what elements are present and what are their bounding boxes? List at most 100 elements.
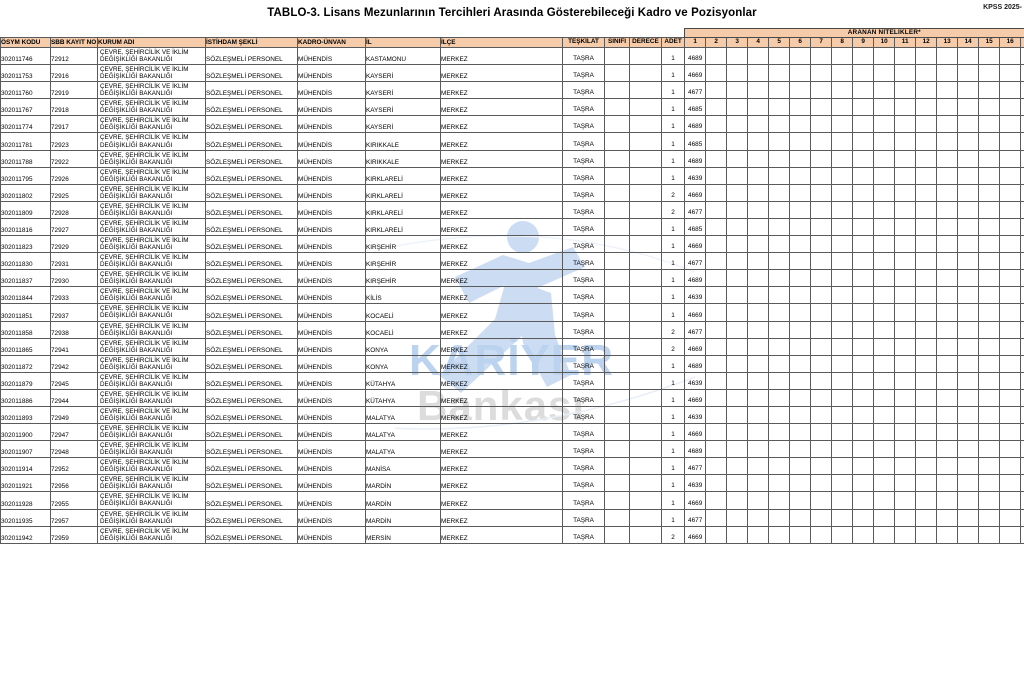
col-header-nitelik-2[interactable]: 2	[705, 37, 728, 48]
table-row[interactable]: 302011802 72925 ÇEVRE, ŞEHİRCİLİK VE İKLİM…	[0, 183, 1024, 202]
table-row[interactable]: 302011837 72930 ÇEVRE, ŞEHİRCİLİK VE İKLİM…	[0, 269, 1024, 288]
col-header-nitelik-9[interactable]: 9	[852, 37, 875, 48]
cell-kadro_unvan: MÜHENDİS	[297, 508, 366, 527]
cell-kurum_adi: ÇEVRE, ŞEHİRCİLİK VE İKLİM DEĞİŞİKLİĞİ B…	[97, 320, 206, 339]
cell-nitelik-14	[957, 508, 980, 527]
table-row[interactable]: 302011886 72944 ÇEVRE, ŞEHİRCİLİK VE İKLİM…	[0, 388, 1024, 407]
cell-nitelik-1: 4669	[684, 337, 707, 356]
col-header-nitelik-3[interactable]: 3	[726, 37, 749, 48]
col-header-nitelik-15[interactable]: 15	[978, 37, 1001, 48]
cell-nitelik-17	[1020, 525, 1024, 544]
cell-nitelik-5	[768, 149, 791, 168]
cell-nitelik-13	[936, 200, 959, 219]
cell-teskilat: TAŞRA	[562, 81, 605, 100]
cell-osym_kodu: 302011886	[0, 388, 51, 407]
col-header-derece[interactable]: DERECE	[629, 37, 662, 48]
cell-nitelik-4	[747, 337, 770, 356]
cell-nitelik-5	[768, 217, 791, 237]
cell-nitelik-14	[957, 440, 980, 459]
cell-sbb_kayit_no: 72928	[50, 200, 98, 219]
table-row[interactable]: 302011816 72927 ÇEVRE, ŞEHİRCİLİK VE İKLİM…	[0, 217, 1024, 237]
col-header-istihdam[interactable]: İSTİHDAM ŞEKLİ	[205, 37, 298, 48]
table-row[interactable]: 302011900 72947 ÇEVRE, ŞEHİRCİLİK VE İKLİM…	[0, 423, 1024, 442]
col-header-il[interactable]: İL	[365, 37, 441, 48]
cell-nitelik-17	[1020, 132, 1024, 151]
table-row[interactable]: 302011823 72929 ÇEVRE, ŞEHİRCİLİK VE İKLİM…	[0, 235, 1024, 254]
cell-nitelik-3	[726, 200, 749, 219]
cell-sinifi	[604, 149, 630, 168]
table-row[interactable]: 302011746 72912 ÇEVRE, ŞEHİRCİLİK VE İKLİM…	[0, 46, 1024, 66]
table-row[interactable]: 302011774 72917 ÇEVRE, ŞEHİRCİLİK VE İKLİM…	[0, 115, 1024, 134]
table-row[interactable]: 302011788 72922 ÇEVRE, ŞEHİRCİLİK VE İKLİM…	[0, 149, 1024, 168]
cell-nitelik-12	[915, 149, 938, 168]
table-row[interactable]: 302011851 72937 ÇEVRE, ŞEHİRCİLİK VE İKLİM…	[0, 303, 1024, 322]
col-header-adet[interactable]: ADET	[660, 37, 686, 48]
table-row[interactable]: 302011760 72919 ÇEVRE, ŞEHİRCİLİK VE İKLİM…	[0, 81, 1024, 100]
table-row[interactable]: 302011830 72931 ÇEVRE, ŞEHİRCİLİK VE İKLİM…	[0, 252, 1024, 271]
table-row[interactable]: 302011865 72941 ÇEVRE, ŞEHİRCİLİK VE İKLİM…	[0, 337, 1024, 356]
col-header-nitelik-7[interactable]: 7	[810, 37, 833, 48]
col-header-nitelik-1[interactable]: 1	[684, 37, 707, 48]
cell-istihdam: SÖZLEŞMELİ PERSONEL	[205, 320, 298, 339]
col-header-nitelik-11[interactable]: 11	[894, 37, 917, 48]
cell-nitelik-9	[852, 405, 875, 425]
col-header-nitelik-4[interactable]: 4	[747, 37, 770, 48]
cell-nitelik-17	[1020, 354, 1024, 373]
table-row[interactable]: 302011907 72948 ÇEVRE, ŞEHİRCİLİK VE İKLİM…	[0, 440, 1024, 459]
col-header-nitelik-5[interactable]: 5	[768, 37, 791, 48]
cell-nitelik-10	[873, 200, 896, 219]
table-row[interactable]: 302011893 72949 ÇEVRE, ŞEHİRCİLİK VE İKLİM…	[0, 405, 1024, 425]
cell-nitelik-4	[747, 354, 770, 373]
cell-nitelik-12	[915, 64, 938, 83]
cell-nitelik-13	[936, 64, 959, 83]
cell-adet: 1	[660, 235, 686, 254]
table-row[interactable]: 302011872 72942 ÇEVRE, ŞEHİRCİLİK VE İKLİM…	[0, 354, 1024, 373]
col-header-kurum_adi[interactable]: KURUM ADI	[97, 37, 206, 48]
cell-nitelik-14	[957, 183, 980, 202]
col-header-osym_kodu[interactable]: ÖSYM KODU	[0, 37, 51, 48]
cell-kadro_unvan: MÜHENDİS	[297, 423, 366, 442]
cell-nitelik-4	[747, 440, 770, 459]
table-row[interactable]: 302011809 72928 ÇEVRE, ŞEHİRCİLİK VE İKLİM…	[0, 200, 1024, 219]
cell-derece	[629, 46, 662, 66]
col-header-ilce[interactable]: İLÇE	[440, 37, 563, 48]
col-header-kadro_unvan[interactable]: KADRO-ÜNVAN	[297, 37, 366, 48]
col-header-nitelik-10[interactable]: 10	[873, 37, 896, 48]
cell-nitelik-8	[831, 474, 854, 493]
table-row[interactable]: 302011781 72923 ÇEVRE, ŞEHİRCİLİK VE İKLİM…	[0, 132, 1024, 151]
table-row[interactable]: 302011921 72956 ÇEVRE, ŞEHİRCİLİK VE İKLİM…	[0, 474, 1024, 493]
cell-nitelik-8	[831, 303, 854, 322]
cell-nitelik-13	[936, 166, 959, 185]
col-header-nitelik-8[interactable]: 8	[831, 37, 854, 48]
table-row[interactable]: 302011767 72918 ÇEVRE, ŞEHİRCİLİK VE İKLİM…	[0, 98, 1024, 117]
col-header-nitelik-16[interactable]: 16	[999, 37, 1022, 48]
col-header-teskilat[interactable]: TEŞKİLAT	[562, 37, 605, 48]
col-header-nitelik-17[interactable]: 17	[1020, 37, 1024, 48]
col-header-nitelik-12[interactable]: 12	[915, 37, 938, 48]
col-header-nitelik-13[interactable]: 13	[936, 37, 959, 48]
table-row[interactable]: 302011753 72916 ÇEVRE, ŞEHİRCİLİK VE İKLİM…	[0, 64, 1024, 83]
cell-nitelik-3	[726, 183, 749, 202]
col-header-nitelik-14[interactable]: 14	[957, 37, 980, 48]
cell-nitelik-14	[957, 371, 980, 390]
cell-nitelik-8	[831, 235, 854, 254]
table-row[interactable]: 302011914 72952 ÇEVRE, ŞEHİRCİLİK VE İKLİM…	[0, 457, 1024, 476]
cell-il: MERSİN	[365, 525, 441, 544]
col-header-nitelik-6[interactable]: 6	[789, 37, 812, 48]
table-row[interactable]: 302011844 72933 ÇEVRE, ŞEHİRCİLİK VE İKLİM…	[0, 286, 1024, 305]
cell-nitelik-15	[978, 166, 1001, 185]
col-header-sinifi[interactable]: SINIFI	[604, 37, 630, 48]
cell-istihdam: SÖZLEŞMELİ PERSONEL	[205, 115, 298, 134]
table-row[interactable]: 302011858 72938 ÇEVRE, ŞEHİRCİLİK VE İKLİM…	[0, 320, 1024, 339]
cell-nitelik-15	[978, 269, 1001, 288]
cell-nitelik-14	[957, 388, 980, 407]
table-row[interactable]: 302011928 72955 ÇEVRE, ŞEHİRCİLİK VE İKLİM…	[0, 491, 1024, 510]
cell-istihdam: SÖZLEŞMELİ PERSONEL	[205, 508, 298, 527]
table-row[interactable]: 302011795 72926 ÇEVRE, ŞEHİRCİLİK VE İKLİM…	[0, 166, 1024, 185]
table-row[interactable]: 302011942 72959 ÇEVRE, ŞEHİRCİLİK VE İKLİM…	[0, 525, 1024, 544]
table-row[interactable]: 302011935 72957 ÇEVRE, ŞEHİRCİLİK VE İKLİM…	[0, 508, 1024, 527]
col-header-sbb_kayit_no[interactable]: SBB KAYIT NO	[50, 37, 98, 48]
table-row[interactable]: 302011879 72945 ÇEVRE, ŞEHİRCİLİK VE İKLİM…	[0, 371, 1024, 390]
cell-sbb_kayit_no: 72917	[50, 115, 98, 134]
cell-nitelik-2	[705, 149, 728, 168]
